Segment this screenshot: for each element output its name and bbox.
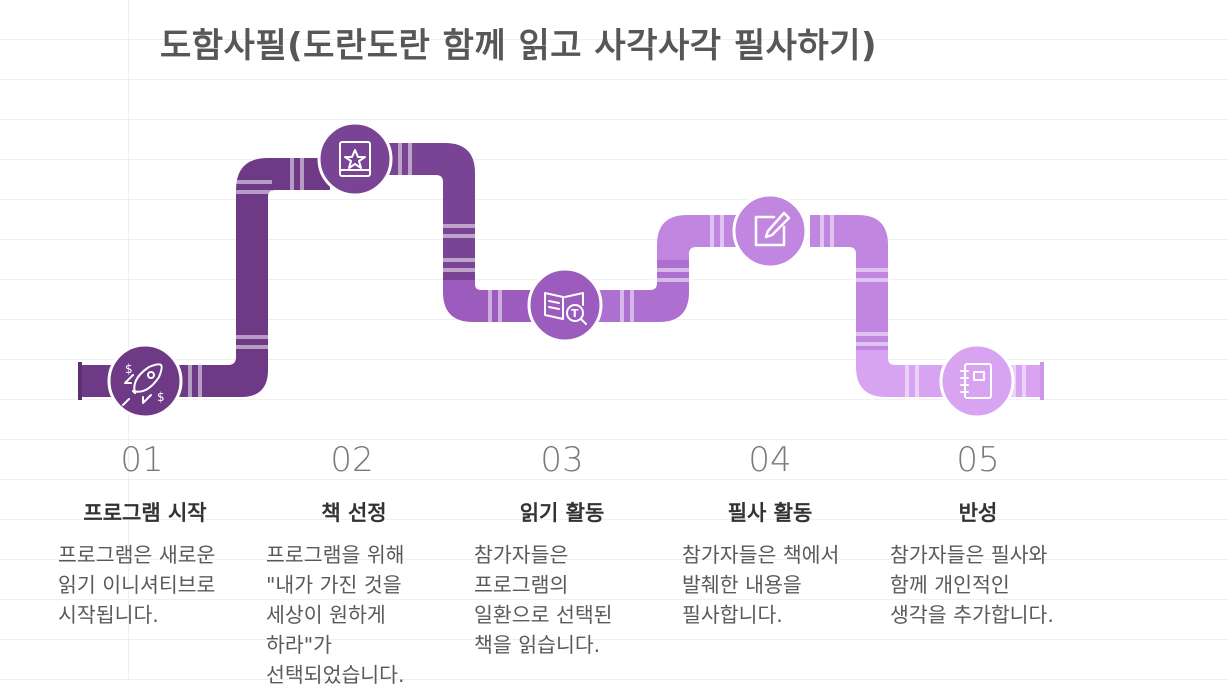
svg-text:T: T xyxy=(571,307,579,320)
pipe-segment-04 xyxy=(657,211,892,360)
svg-text:$: $ xyxy=(157,390,165,404)
node-05 xyxy=(939,343,1015,419)
step-title-05: 반성 xyxy=(958,501,998,525)
step-desc-03: 참가자들은 프로그램의 일환으로 선택된 책을 읽습니다. xyxy=(474,543,613,657)
step-title-03: 읽기 활동 xyxy=(519,501,605,525)
node-04 xyxy=(732,193,808,269)
node-03: T xyxy=(527,267,603,343)
edit-icon xyxy=(754,211,791,247)
page-title: 도함사필(도란도란 함께 읽고 사각사각 필사하기) xyxy=(160,26,878,66)
notebook-icon xyxy=(960,363,992,399)
step-number-02: 02 xyxy=(330,440,374,480)
rocket-icon: $ $ xyxy=(122,362,165,406)
step-desc-04: 참가자들은 책에서 발췌한 내용을 필사합니다. xyxy=(682,543,840,627)
step-desc-02: 프로그램을 위해 "내가 가진 것을 세상이 원하게 하라"가 선택되었습니다. xyxy=(266,543,405,687)
step-number-01: 01 xyxy=(120,440,164,480)
step-number-05: 05 xyxy=(956,440,1000,480)
step-number-04: 04 xyxy=(748,440,792,480)
step-number-03: 03 xyxy=(540,440,584,480)
step-desc-01: 프로그램은 새로운 읽기 이니셔티브로 시작됩니다. xyxy=(58,543,216,627)
node-02 xyxy=(317,121,393,197)
step-title-02: 책 선정 xyxy=(321,501,387,525)
pipe-segment-03 xyxy=(439,250,693,326)
step-title-04: 필사 활동 xyxy=(727,501,813,525)
step-desc-05: 참가자들은 필사와 함께 개인적인 생각을 추가합니다. xyxy=(890,543,1054,627)
svg-text:$: $ xyxy=(125,362,133,376)
node-01: $ $ xyxy=(107,343,183,419)
reading-icon: T xyxy=(544,292,587,325)
step-title-01: 프로그램 시작 xyxy=(83,501,207,525)
pipe-segment-02 xyxy=(380,139,479,290)
margin-line xyxy=(128,0,129,680)
book-star-icon xyxy=(339,141,371,177)
pipeline-diagram: $ $ T xyxy=(78,121,1044,419)
